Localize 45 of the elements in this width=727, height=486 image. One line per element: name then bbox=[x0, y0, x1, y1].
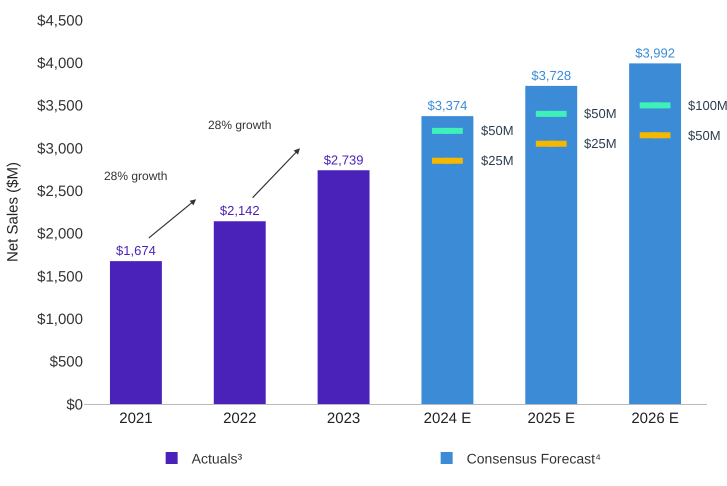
annotation: 28% growth bbox=[104, 169, 168, 183]
y-tick-label: $0 bbox=[66, 396, 83, 414]
annotation: $50M bbox=[688, 128, 721, 143]
data-label: $3,992 bbox=[635, 45, 675, 60]
y-tick-label: $500 bbox=[50, 354, 83, 371]
point bbox=[652, 132, 658, 138]
annotation: $50M bbox=[584, 106, 617, 121]
x-tick-label: 2024 E bbox=[424, 410, 472, 427]
bar bbox=[525, 86, 578, 404]
bar bbox=[318, 170, 370, 404]
point bbox=[444, 128, 450, 134]
point bbox=[444, 158, 450, 164]
y-tick-label: $1,500 bbox=[37, 268, 83, 286]
y-axis-title: Net Sales ($M) bbox=[4, 162, 22, 262]
point bbox=[548, 140, 554, 147]
bar bbox=[214, 221, 266, 404]
annotation: 28% growth bbox=[208, 118, 272, 132]
y-tick-label: $3,000 bbox=[37, 140, 83, 158]
bar bbox=[629, 63, 682, 404]
data-label: $2,739 bbox=[324, 152, 364, 168]
data-label: $1,674 bbox=[116, 243, 156, 258]
x-tick-label: 2025 E bbox=[527, 410, 576, 427]
y-tick-label: $4,500 bbox=[37, 12, 83, 30]
y-tick-label: $3,500 bbox=[37, 98, 83, 115]
x-tick-label: 2023 bbox=[326, 410, 360, 427]
legend-label: Consensus Forecast⁴ bbox=[466, 450, 602, 466]
data-label: $3,728 bbox=[531, 68, 572, 83]
x-tick-label: 2021 bbox=[119, 410, 153, 427]
bar bbox=[110, 261, 162, 404]
annotation: $100M bbox=[688, 98, 727, 113]
annotation: $25M bbox=[481, 153, 514, 168]
point bbox=[652, 102, 658, 108]
y-tick-label: $2,000 bbox=[37, 226, 83, 243]
annotation: $50M bbox=[481, 123, 514, 138]
bar bbox=[421, 116, 474, 404]
y-tick-label: $2,500 bbox=[37, 182, 83, 200]
y-tick-label: $1,000 bbox=[37, 310, 83, 328]
annotation: $25M bbox=[584, 136, 617, 151]
legend-label: Actuals³ bbox=[192, 450, 243, 466]
data-label: $3,374 bbox=[428, 98, 468, 114]
x-tick-label: 2026 E bbox=[631, 410, 679, 427]
x-tick-label: 2022 bbox=[223, 410, 256, 427]
data-label: $2,142 bbox=[220, 203, 260, 218]
y-tick-label: $4,000 bbox=[37, 54, 83, 72]
point bbox=[548, 110, 554, 117]
